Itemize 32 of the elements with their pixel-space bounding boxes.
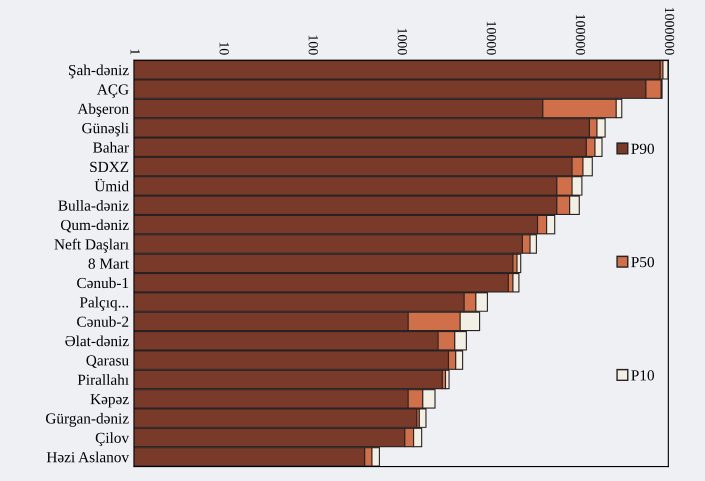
legend-label: P50 [631,256,654,268]
y-tick-label: Şah-dəniz [69,64,129,78]
y-tick-label: Kəpəz [90,394,129,408]
y-tick-label: Bahar [93,142,129,153]
y-tick-label: Gürgan-dəniz [46,412,129,427]
x-tick-label: 10000 [486,22,496,55]
y-tick-label: Çilov [96,432,130,446]
x-tick-label: 10 [220,42,229,55]
x-tick-label: 100000 [576,14,586,55]
y-tick-label: Günəşli [82,122,129,136]
x-tick-label: 1 [130,50,140,54]
y-tick-label: Neft Daşları [54,238,129,253]
y-tick-label: Əlat-dəniz [65,335,129,346]
legend-label: P10 [631,370,654,380]
y-tick-label: Palçıq... [80,296,128,311]
y-tick-label: Abşeron [77,103,129,118]
y-tick-label: Cənub-2 [77,316,128,327]
y-tick-label: Bulla-dəniz [58,200,129,211]
x-tick-label: 1000 [398,28,408,55]
y-tick-label: Ümid [94,178,129,192]
y-tick-label: Pirallahı [78,374,129,385]
y-tick-label: AÇG [96,84,129,98]
y-tick-label: 8 Mart [88,258,129,269]
y-tick-label: SDXZ [90,162,128,172]
legend-label: P90 [631,144,654,154]
bar [662,60,668,80]
y-tick-label: Həzi Aslanov [46,452,130,462]
x-tick-label: 100 [308,36,318,55]
y-tick-label: Qum-dəniz [60,219,129,232]
x-tick-label: 1000000 [664,8,674,55]
y-tick-label: Cənub-1 [77,277,128,288]
y-tick-label: Qarasu [86,355,129,368]
